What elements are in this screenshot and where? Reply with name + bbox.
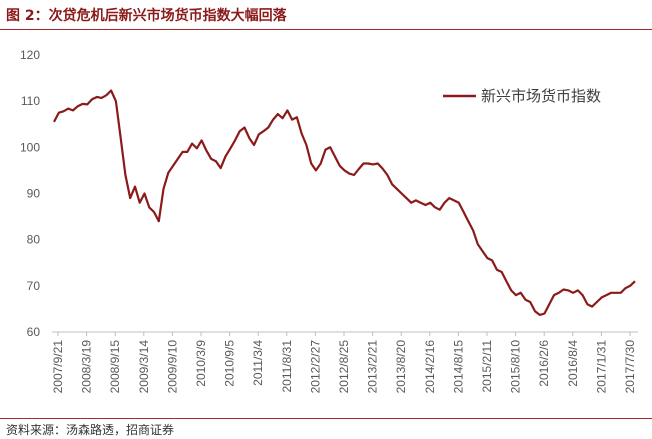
- x-tick-label: 2009/3/14: [137, 340, 151, 394]
- legend: 新兴市场货币指数: [443, 87, 601, 105]
- x-tick-label: 2014/8/15: [451, 340, 465, 394]
- y-tick-label: 60: [27, 325, 41, 339]
- legend-label: 新兴市场货币指数: [481, 87, 601, 105]
- x-tick-label: 2008/9/15: [108, 340, 122, 394]
- x-tick-label: 2016/8/4: [566, 340, 580, 387]
- y-tick-label: 110: [21, 94, 40, 108]
- x-tick-label: 2012/8/25: [337, 340, 351, 394]
- x-tick-label: 2012/2/27: [308, 340, 322, 394]
- y-tick-label: 100: [20, 140, 40, 154]
- y-tick-label: 90: [27, 187, 41, 201]
- x-tick-label: 2011/8/31: [280, 340, 294, 393]
- source-note: 资料来源：汤森路透，招商证券: [6, 423, 175, 437]
- x-tick-label: 2017/1/31: [594, 340, 608, 394]
- x-tick-label: 2010/9/5: [223, 340, 237, 387]
- y-tick-label: 120: [20, 48, 40, 62]
- x-tick-label: 2007/9/21: [51, 340, 65, 394]
- series-line: [53, 89, 636, 316]
- x-tick-label: 2011/3/4: [251, 340, 265, 386]
- x-tick-label: 2009/9/10: [165, 340, 179, 394]
- y-tick-label: 70: [27, 279, 41, 293]
- y-tick-label: 80: [27, 233, 41, 247]
- x-tick-label: 2015/8/10: [509, 340, 523, 394]
- x-tick-label: 2014/2/16: [423, 340, 437, 394]
- x-axis: 2007/9/21 2008/3/19 2008/9/15 2009/3/14 2009…: [51, 332, 637, 393]
- x-tick-label: 2013/8/20: [394, 340, 408, 394]
- line-chart: 60 70 80 90 100 110 120 2007/9/21 2008/3/19 2008…: [20, 48, 638, 393]
- x-tick-label: 2008/3/19: [80, 340, 94, 394]
- title-divider: [0, 29, 652, 30]
- x-tick-label: 2015/2/11: [480, 340, 494, 393]
- x-tick-label: 2017/7/30: [623, 340, 637, 394]
- x-tick-label: 2010/3/9: [194, 340, 208, 387]
- x-tick-label: 2013/2/21: [366, 340, 380, 394]
- footer-divider: [0, 418, 652, 419]
- figure-title: 图 2：次贷危机后新兴市场货币指数大幅回落: [6, 8, 287, 24]
- x-tick-label: 2016/2/6: [537, 340, 551, 387]
- y-axis: 60 70 80 90 100 110 120: [20, 48, 40, 339]
